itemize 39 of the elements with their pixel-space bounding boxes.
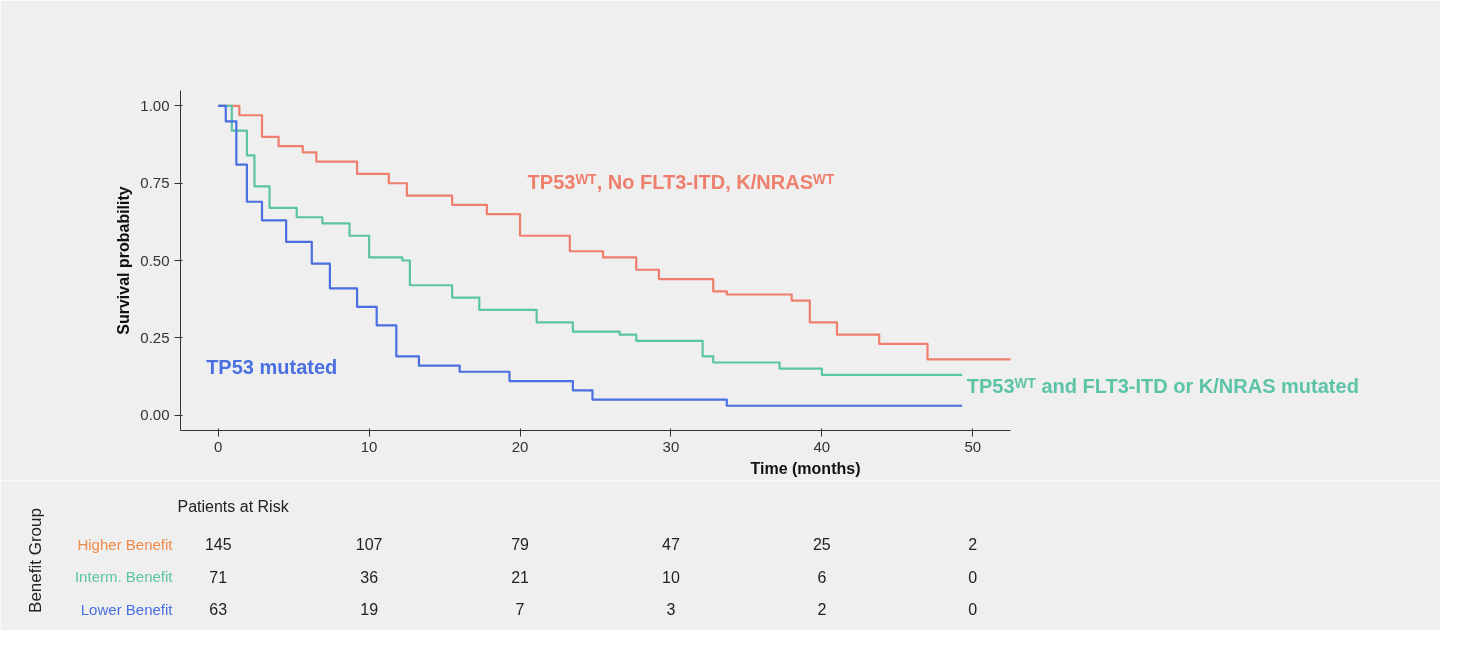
data-label: 0 [968,568,978,586]
x-tick-label: 10 [360,437,378,455]
data-label: 25 [812,536,831,554]
y-tick-label: Lower Benefit [80,600,174,618]
data-label: 63 [209,601,228,619]
x-tick-label: 20 [511,437,529,455]
data-label: 7 [515,601,525,619]
data-label: 47 [662,536,680,554]
x-tick-label: 0 [214,437,223,455]
data-label: 3 [666,601,676,619]
data-label: 2 [968,536,978,554]
data-label: 145 [204,536,232,554]
y-tick-label: Interm. Benefit [74,568,174,586]
y-axis-title: Survival probability [115,186,133,335]
y-tick-label: Higher Benefit [77,535,174,553]
chart-title: Patients at Risk [177,498,290,516]
data-label: 0 [968,601,978,619]
data-label: 10 [662,568,680,586]
data-label: 2 [817,601,827,619]
series-label: TP53ᵂᵀ and FLT3-ITD or K/NRAS mutated [966,374,1359,397]
data-label: 36 [360,568,379,586]
x-axis-title: Time (months) [750,459,861,477]
data-label: 79 [511,536,530,554]
y-tick-label: 0.50 [140,251,170,269]
y-tick-label: 0.75 [140,174,170,192]
x-tick-label: 40 [813,437,831,455]
data-label: 107 [355,536,383,554]
series-label: TP53ᵂᵀ, No FLT3-ITD, K/NRASᵂᵀ [527,170,835,193]
data-label: 21 [511,568,530,586]
x-tick-label: 30 [662,437,680,455]
x-tick-label: 50 [964,437,982,455]
y-tick-label: 0.25 [140,328,170,346]
data-label: 19 [360,601,379,619]
data-label: 6 [817,568,827,586]
data-label: 71 [209,568,228,586]
y-axis-title: Benefit Group [26,508,45,613]
y-tick-label: 0.00 [140,406,170,424]
text: TP53 mutated [206,355,338,378]
y-tick-label: 1.00 [140,96,170,114]
